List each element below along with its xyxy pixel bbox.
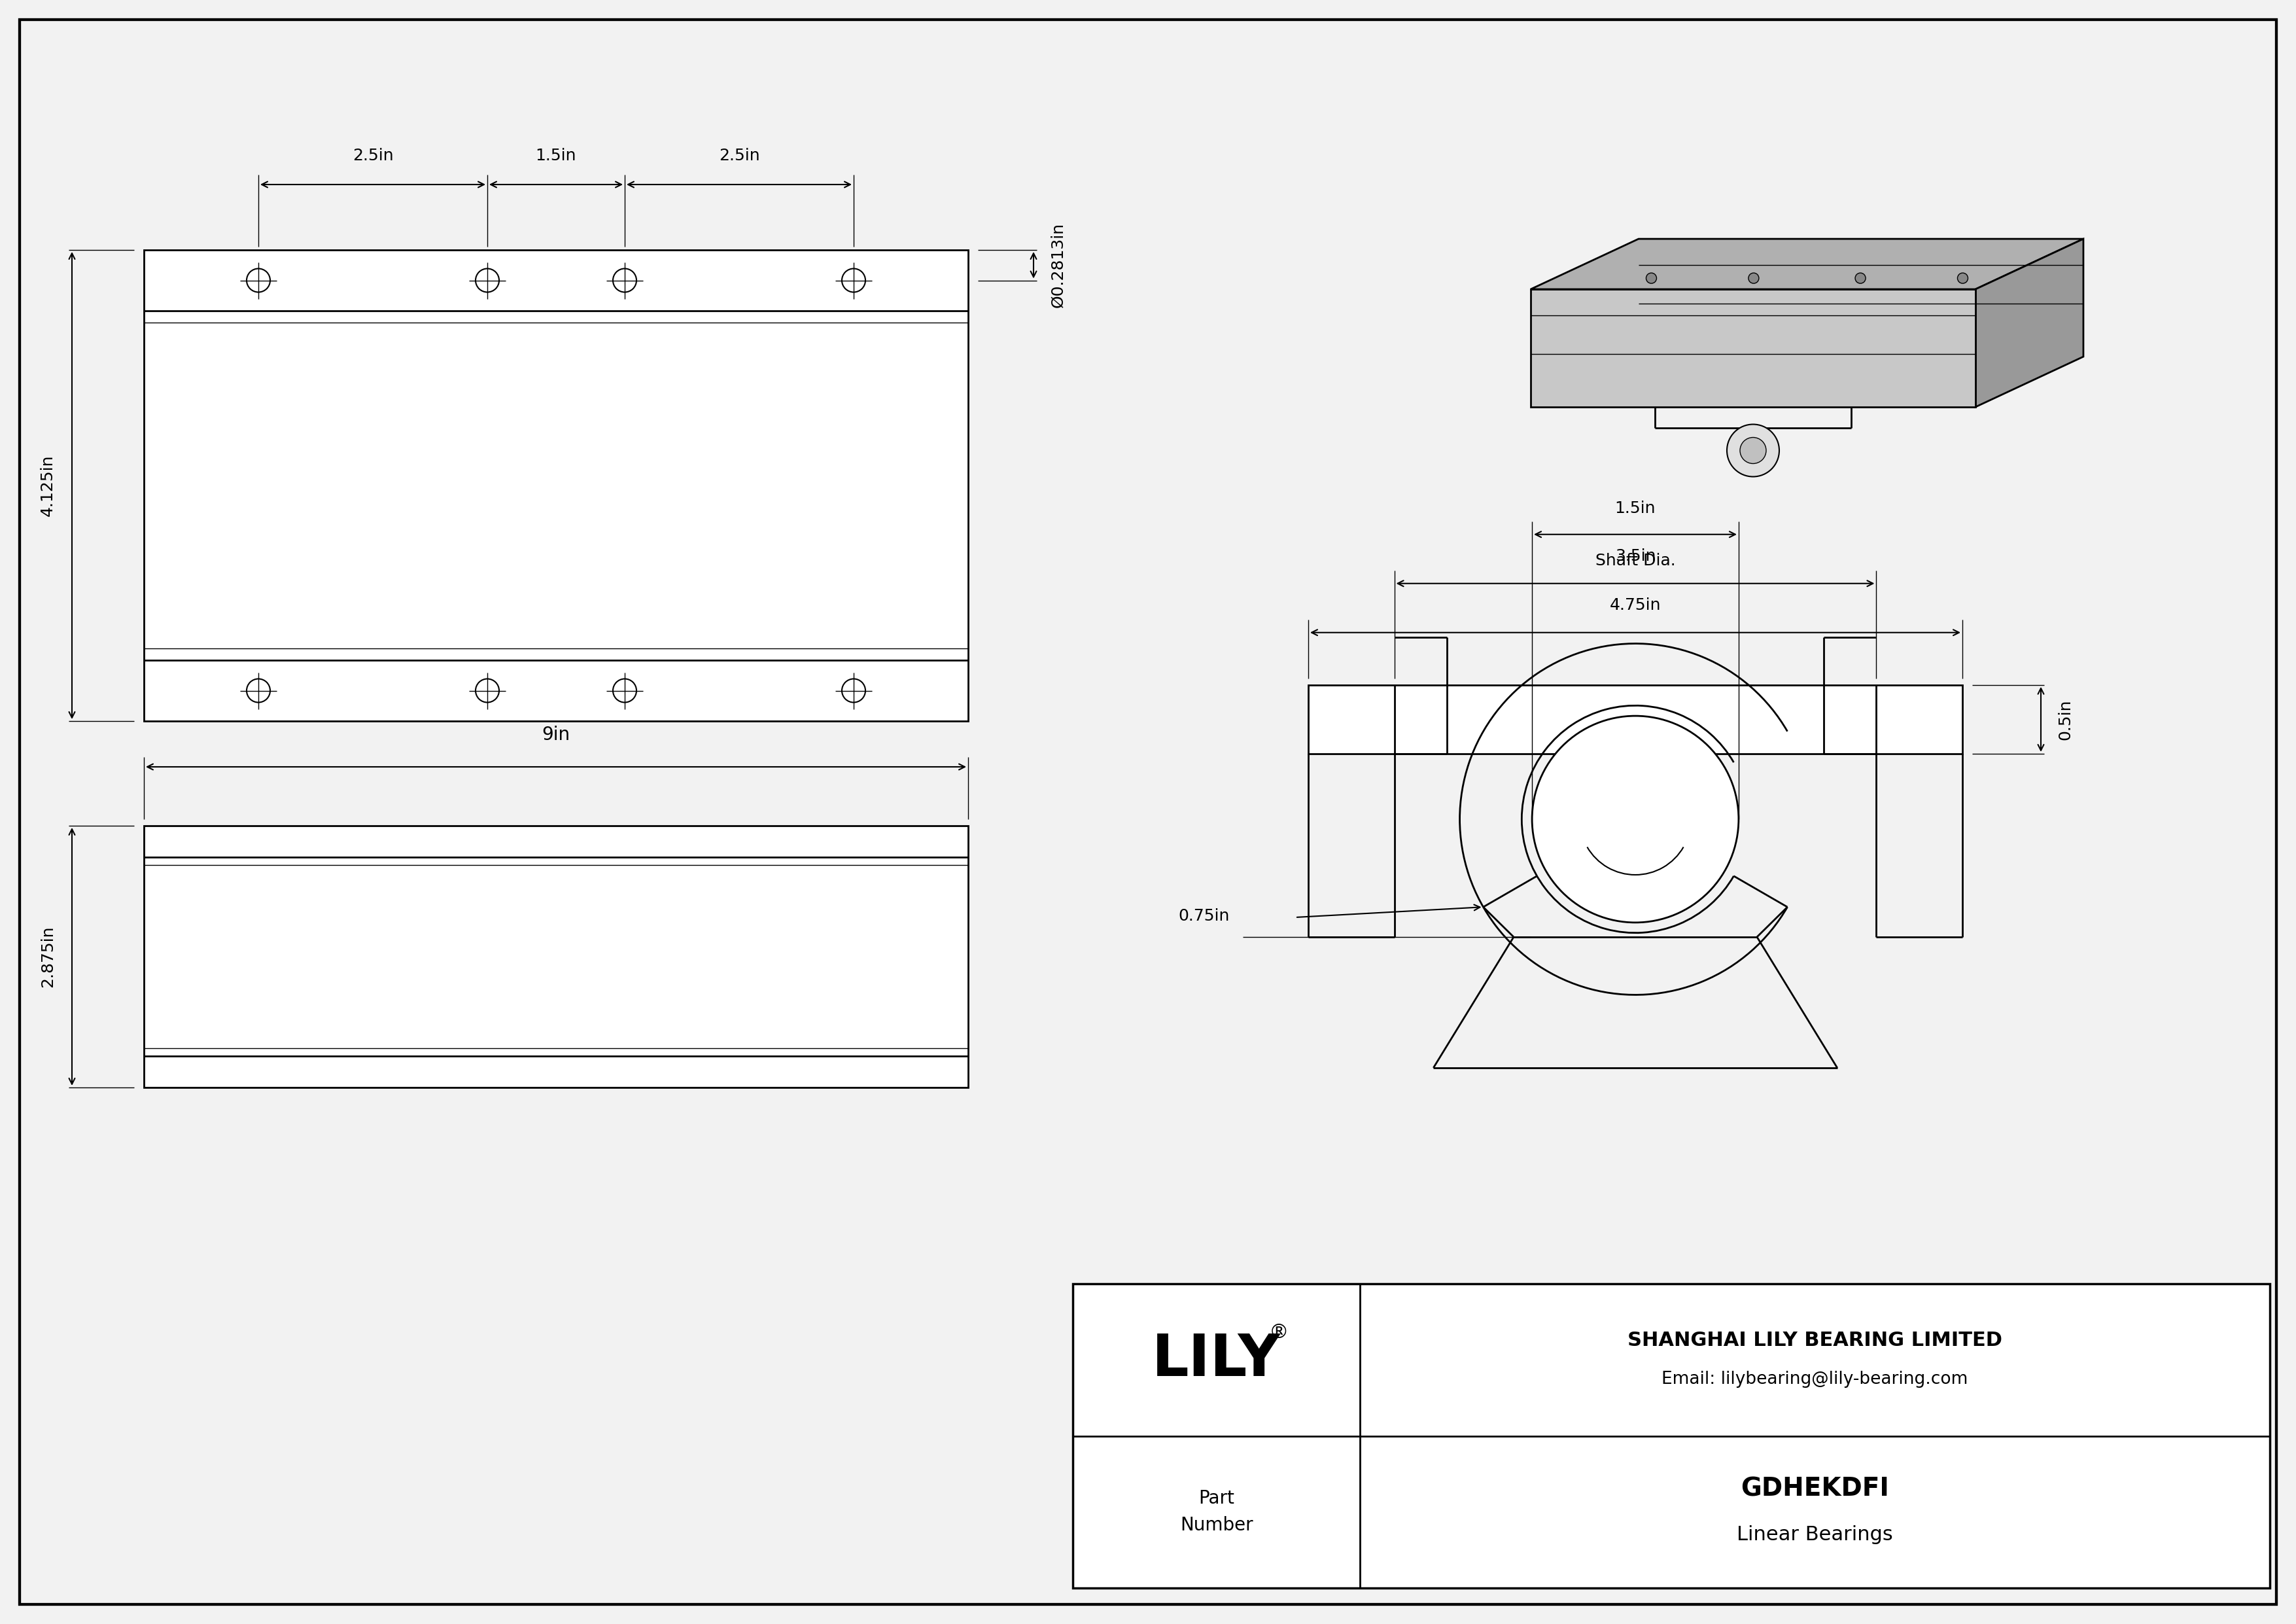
Text: LILY: LILY (1153, 1332, 1281, 1389)
Circle shape (1740, 437, 1766, 463)
Text: 0.75in: 0.75in (1178, 908, 1231, 924)
Text: 2.875in: 2.875in (39, 926, 55, 987)
Text: 1.5in: 1.5in (535, 148, 576, 164)
Text: Email: lilybearing@lily-bearing.com: Email: lilybearing@lily-bearing.com (1662, 1371, 1968, 1389)
Text: 4.75in: 4.75in (1609, 598, 1660, 612)
Bar (145, 825, 969, 1088)
Circle shape (1750, 273, 1759, 284)
Text: 2.5in: 2.5in (719, 148, 760, 164)
Polygon shape (1531, 289, 1975, 408)
Text: 2.5in: 2.5in (351, 148, 393, 164)
Text: SHANGHAI LILY BEARING LIMITED: SHANGHAI LILY BEARING LIMITED (1628, 1330, 2002, 1350)
Text: 0.5in: 0.5in (2057, 698, 2073, 741)
Text: 4.125in: 4.125in (39, 455, 55, 516)
Circle shape (1958, 273, 1968, 284)
Text: ®: ® (1270, 1324, 1288, 1341)
Text: Shaft Dia.: Shaft Dia. (1596, 552, 1676, 568)
Bar (1309, 685, 1963, 754)
Text: 3.5in: 3.5in (1614, 549, 1655, 564)
Circle shape (1855, 273, 1867, 284)
Text: 60°: 60° (1621, 901, 1651, 916)
Text: GDHEKDFI: GDHEKDFI (1740, 1476, 1890, 1502)
Polygon shape (1531, 239, 2082, 289)
Text: Ø0.2813in: Ø0.2813in (1049, 222, 1065, 307)
Bar (1072, 1283, 2271, 1588)
Text: 9in: 9in (542, 726, 569, 744)
Bar (145, 250, 969, 721)
Polygon shape (1975, 239, 2082, 408)
Circle shape (1646, 273, 1658, 284)
Text: 1.5in: 1.5in (1614, 500, 1655, 516)
Text: Part
Number: Part Number (1180, 1489, 1254, 1535)
Text: Linear Bearings: Linear Bearings (1736, 1525, 1892, 1544)
Circle shape (1727, 424, 1779, 477)
Circle shape (1531, 716, 1738, 922)
